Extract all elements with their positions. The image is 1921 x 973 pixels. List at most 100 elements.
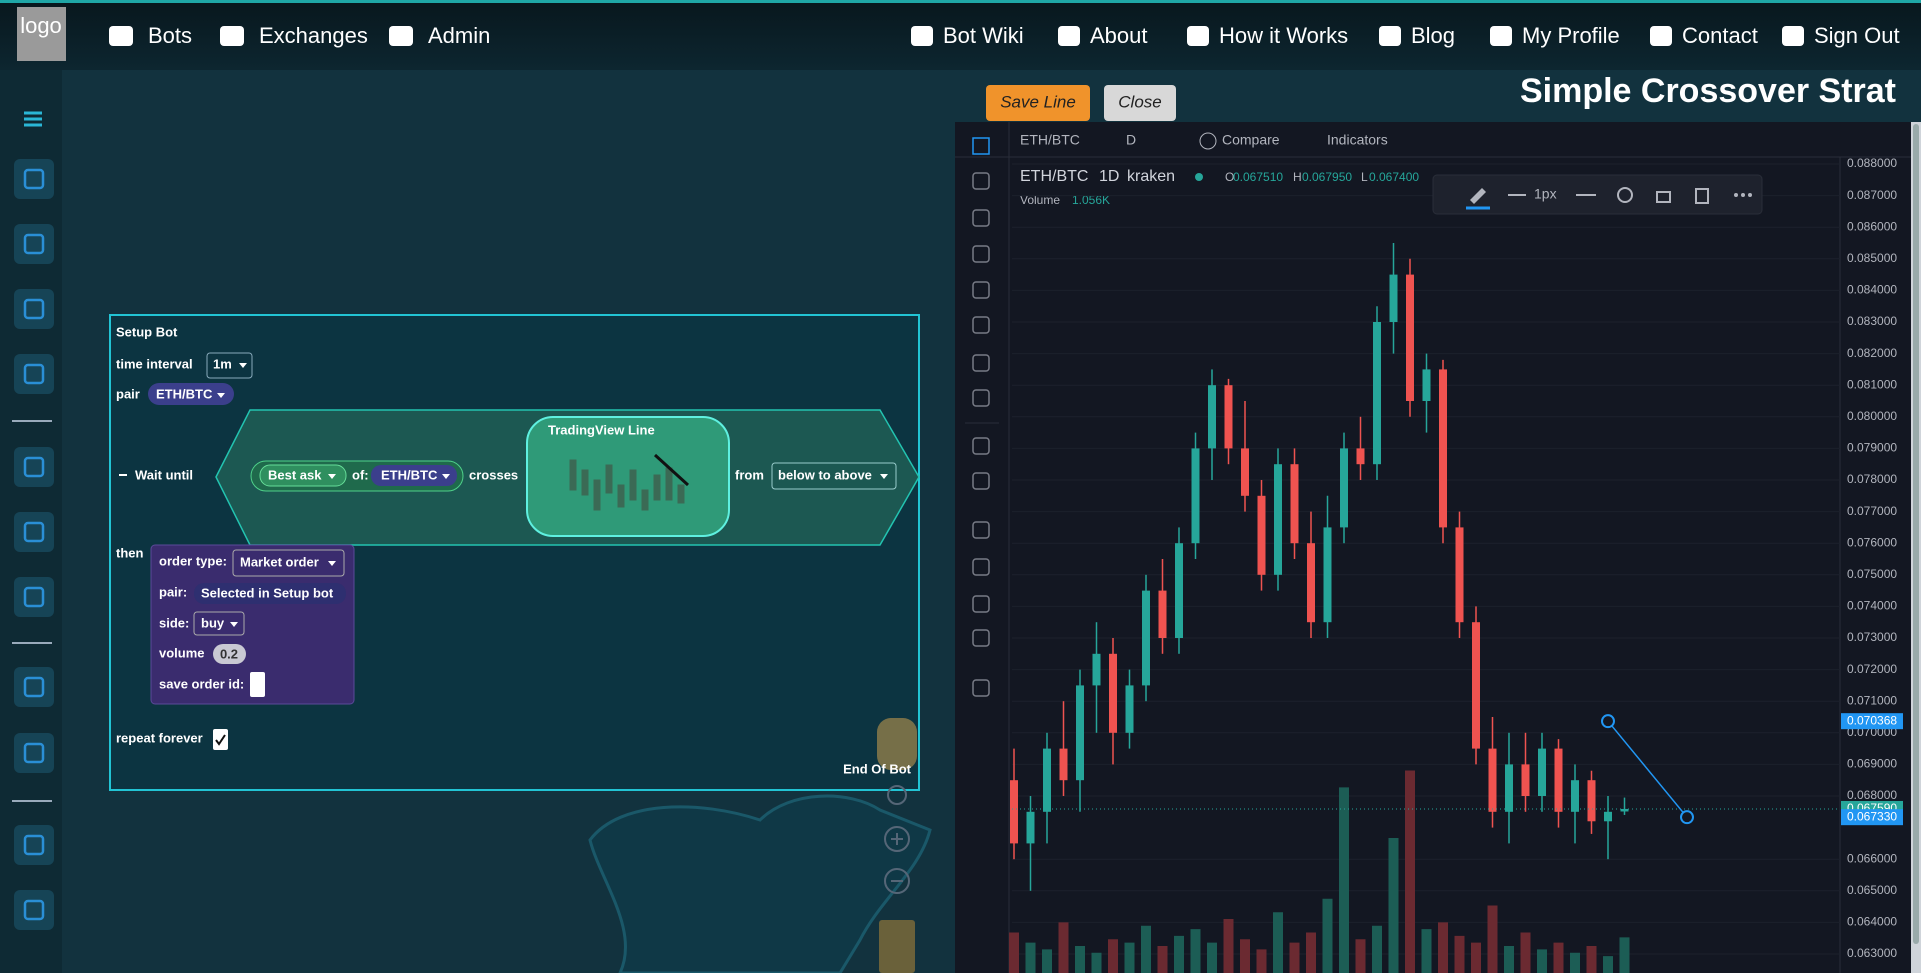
volume-bar — [1009, 932, 1019, 973]
candle-body — [1307, 543, 1315, 623]
pen-icon[interactable] — [1470, 188, 1486, 204]
dropdown[interactable] — [232, 549, 345, 577]
sidebar-button[interactable] — [14, 512, 54, 552]
pair-pill[interactable] — [371, 465, 457, 486]
legend-volume: 1.056K — [1072, 193, 1110, 207]
check-mark — [215, 734, 226, 746]
tv-line-block[interactable] — [526, 416, 730, 537]
volume-bar — [1141, 925, 1151, 973]
tool-icon[interactable] — [972, 679, 990, 697]
volume-bar — [1108, 939, 1118, 973]
trash-can[interactable] — [879, 920, 915, 973]
pair-pill[interactable] — [148, 383, 234, 405]
y-tick-label: 0.083000 — [1847, 314, 1897, 328]
nav-link[interactable]: Sign Out — [1814, 23, 1900, 48]
tool-icon[interactable] — [972, 595, 990, 613]
sidebar-button[interactable] — [14, 224, 54, 264]
sidebar-button[interactable] — [14, 577, 54, 617]
menu-icon[interactable] — [24, 111, 42, 127]
dropdown[interactable] — [771, 462, 897, 490]
nav-link[interactable]: My Profile — [1522, 23, 1620, 48]
dropdown[interactable] — [193, 611, 245, 636]
volume-bar — [1289, 942, 1300, 973]
y-tick-label: 0.066000 — [1847, 851, 1897, 865]
tool-icon[interactable] — [972, 316, 990, 334]
sidebar-button[interactable] — [14, 289, 54, 329]
interval[interactable]: D — [1126, 132, 1136, 148]
tool-icon[interactable] — [972, 354, 990, 372]
volume-bar — [1306, 932, 1316, 973]
settings-icon[interactable] — [1617, 187, 1633, 203]
candle-body — [1521, 764, 1530, 796]
status-dot — [1195, 173, 1203, 181]
save-button[interactable] — [986, 85, 1090, 121]
nav-link[interactable]: Admin — [428, 23, 490, 48]
scrollbar-thumb[interactable] — [1913, 124, 1919, 944]
trend-handle[interactable] — [1680, 810, 1694, 825]
caret — [442, 474, 450, 479]
nav-link[interactable]: Exchanges — [259, 23, 368, 48]
tool-icon[interactable] — [972, 172, 990, 190]
sidebar-glyph — [23, 363, 45, 385]
recenter-button[interactable] — [887, 785, 907, 805]
sidebar-button[interactable] — [14, 825, 54, 865]
candle-body — [1010, 780, 1018, 844]
candle-body — [1620, 808, 1629, 812]
trend-handle[interactable] — [1601, 714, 1615, 729]
number-input[interactable] — [213, 644, 246, 664]
line-width[interactable]: 1px — [1534, 186, 1557, 202]
nav-icon — [1490, 26, 1512, 46]
sidebar-button[interactable] — [14, 354, 54, 394]
y-tick-label: 0.072000 — [1847, 662, 1897, 676]
nav-bar — [0, 0, 1921, 70]
compare[interactable]: Compare — [1222, 132, 1280, 148]
sidebar-button[interactable] — [14, 159, 54, 199]
y-tick-label: 0.076000 — [1847, 535, 1897, 549]
tool-icon[interactable] — [972, 558, 990, 576]
candle-body — [1142, 590, 1150, 686]
close-button[interactable] — [1104, 85, 1176, 121]
nav-link[interactable]: Bot Wiki — [943, 23, 1024, 48]
nav-link[interactable]: Bots — [148, 23, 192, 48]
legend-low: 0.067400 — [1369, 170, 1419, 184]
lock-icon[interactable] — [1656, 191, 1671, 203]
dropdown[interactable] — [206, 352, 253, 379]
sidebar-button[interactable] — [14, 667, 54, 707]
tool-icon[interactable] — [972, 245, 990, 263]
nav-link[interactable]: Contact — [1682, 23, 1758, 48]
tool-icon[interactable] — [972, 629, 990, 647]
tool-icon[interactable] — [972, 137, 990, 155]
tool-icon[interactable] — [972, 281, 990, 299]
dropdown-value: buy — [201, 615, 225, 630]
symbol[interactable]: ETH/BTC — [1020, 132, 1080, 148]
tool-icon[interactable] — [972, 389, 990, 407]
more-icon[interactable] — [1734, 193, 1752, 197]
indicators[interactable]: Indicators — [1327, 132, 1388, 148]
sidebar-button[interactable] — [14, 890, 54, 930]
tool-icon[interactable] — [972, 209, 990, 227]
y-tick-label: 0.081000 — [1847, 377, 1897, 391]
text-input[interactable] — [250, 672, 265, 697]
best-ask-pill[interactable] — [259, 464, 347, 487]
volume-bar — [1520, 932, 1531, 973]
y-tick-label: 0.085000 — [1847, 251, 1897, 265]
sidebar-button[interactable] — [14, 733, 54, 773]
checkbox[interactable] — [213, 729, 228, 750]
nav-link[interactable]: About — [1090, 23, 1148, 48]
delete-icon[interactable] — [1695, 188, 1709, 204]
chart-panel — [955, 122, 1911, 973]
sidebar-button[interactable] — [14, 447, 54, 487]
volume-bar — [1570, 952, 1580, 973]
zoom-in-button[interactable] — [884, 826, 910, 852]
sidebar-glyph — [23, 899, 45, 921]
logo[interactable] — [17, 7, 66, 61]
tool-icon[interactable] — [972, 437, 990, 455]
tool-icon[interactable] — [972, 521, 990, 539]
nav-link[interactable]: How it Works — [1219, 23, 1348, 48]
nav-link[interactable]: Blog — [1411, 23, 1455, 48]
candle-body — [1241, 448, 1249, 496]
zoom-out-button[interactable] — [884, 868, 910, 894]
legend-pair: ETH/BTC — [1020, 168, 1088, 185]
sidebar-glyph — [23, 676, 45, 698]
tool-icon[interactable] — [972, 472, 990, 490]
